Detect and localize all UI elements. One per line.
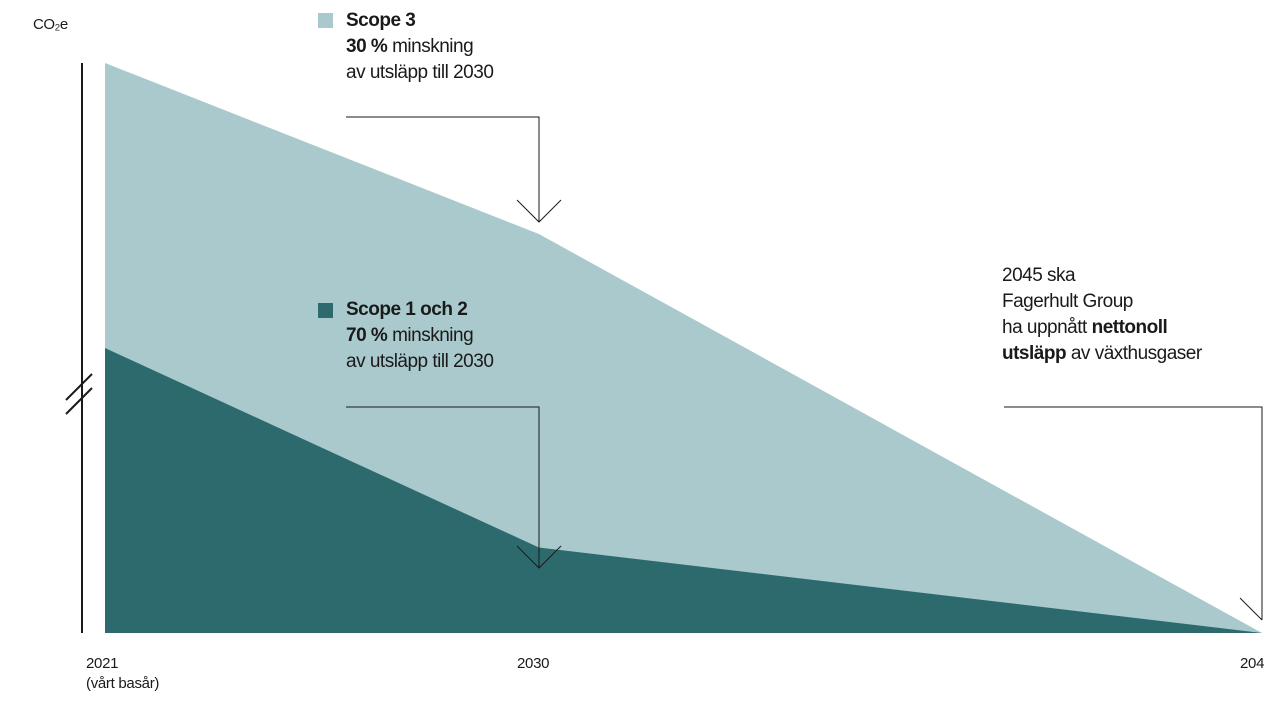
scope3-annotation: Scope 3 30 % minskning av utsläpp till 2… — [346, 8, 494, 86]
scope12-legend-swatch — [318, 303, 333, 318]
scope12-callout-arrowhead — [516, 545, 562, 569]
scope3-legend-label: Scope 3 — [346, 10, 416, 31]
x-tick-label-2045: 2045 — [1240, 655, 1264, 672]
netzero-line4-bold: utsläpp — [1002, 343, 1067, 364]
scope3-legend-swatch — [318, 13, 333, 28]
scope12-callout-line — [346, 406, 540, 568]
netzero-line3-bold: nettonoll — [1091, 317, 1168, 338]
scope3-reduction-subtext: av utsläpp till 2030 — [346, 62, 494, 83]
scope12-annotation: Scope 1 och 2 70 % minskning av utsläpp … — [346, 297, 494, 375]
x-tick-sublabel: (vårt basår) — [86, 675, 160, 692]
netzero-callout-line — [1004, 406, 1263, 620]
y-axis-unit-label: CO₂e — [33, 16, 68, 33]
scope3-reduction-value: 30 % — [346, 36, 388, 57]
scope3-callout-line — [346, 116, 540, 222]
scope12-legend-label: Scope 1 och 2 — [346, 299, 468, 320]
y-axis — [65, 63, 93, 633]
x-tick-label-2021: 2021 (vårt basår) — [86, 655, 160, 692]
scope3-reduction-text: minskning — [392, 36, 474, 57]
netzero-line1: 2045 ska — [1002, 265, 1076, 286]
scope12-reduction-subtext: av utsläpp till 2030 — [346, 351, 494, 372]
scope12-reduction-text: minskning — [392, 325, 474, 346]
netzero-line2: Fagerhult Group — [1002, 291, 1133, 312]
netzero-callout-arrowhead — [1239, 597, 1263, 621]
netzero-annotation: 2045 ska Fagerhult Group ha uppnått nett… — [1002, 263, 1202, 367]
scope3-callout-arrowhead — [516, 199, 562, 223]
area-layer — [105, 63, 1262, 633]
x-tick-label-2030: 2030 — [517, 655, 550, 672]
axis-break-icon — [65, 373, 93, 415]
netzero-line3-pre: ha uppnått — [1002, 317, 1087, 338]
area-scope-1-och-2 — [105, 348, 1262, 633]
netzero-line4-post: av växthusgaser — [1070, 343, 1202, 364]
scope12-reduction-value: 70 % — [346, 325, 388, 346]
callout-lines — [346, 116, 1263, 621]
